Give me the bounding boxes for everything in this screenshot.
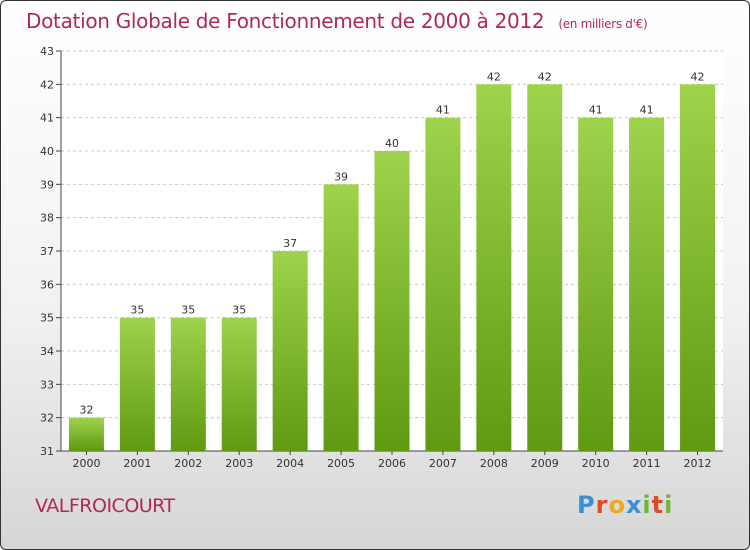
y-tick-label: 38 xyxy=(40,212,54,225)
bar xyxy=(221,317,257,451)
x-tick-label: 2003 xyxy=(225,457,253,470)
data-label: 42 xyxy=(691,70,705,83)
x-tick-label: 2006 xyxy=(378,457,406,470)
bar xyxy=(425,117,461,452)
y-tick-label: 39 xyxy=(40,178,54,191)
bar xyxy=(272,251,308,451)
commune-name: VALFROICOURT xyxy=(35,495,175,517)
bar xyxy=(119,317,155,451)
bar xyxy=(374,151,410,451)
data-label: 35 xyxy=(232,304,246,317)
bar xyxy=(476,84,512,451)
x-tick-label: 2011 xyxy=(633,457,661,470)
logo-letter: i xyxy=(642,491,652,519)
x-tick-label: 2005 xyxy=(327,457,355,470)
logo-letter: P xyxy=(577,491,596,519)
y-tick-label: 32 xyxy=(40,412,54,425)
logo-letter: i xyxy=(664,491,674,519)
logo-letter: x xyxy=(625,491,643,519)
x-tick-label: 2000 xyxy=(72,457,100,470)
bar xyxy=(527,84,563,451)
chart-title: Dotation Globale de Fonctionnement de 20… xyxy=(26,9,648,33)
y-tick-label: 43 xyxy=(40,45,54,58)
unit-label: (en milliers d'€) xyxy=(558,17,648,31)
y-tick-label: 35 xyxy=(40,312,54,325)
x-tick-label: 2002 xyxy=(174,457,202,470)
x-tick-label: 2008 xyxy=(480,457,508,470)
y-tick-label: 41 xyxy=(40,112,54,125)
data-label: 37 xyxy=(283,237,297,250)
data-label: 42 xyxy=(538,70,552,83)
y-tick-label: 31 xyxy=(40,445,54,458)
y-tick-label: 37 xyxy=(40,245,54,258)
data-label: 32 xyxy=(79,404,93,417)
logo-letter: o xyxy=(608,491,626,519)
x-tick-label: 2004 xyxy=(276,457,304,470)
bar xyxy=(578,117,614,452)
y-tick-label: 34 xyxy=(40,345,54,358)
data-label: 41 xyxy=(640,104,654,117)
bar xyxy=(680,84,716,451)
y-tick-label: 42 xyxy=(40,78,54,91)
bar xyxy=(323,184,359,452)
x-tick-label: 2007 xyxy=(429,457,457,470)
bar xyxy=(629,117,665,452)
logo-letter: r xyxy=(595,491,609,519)
data-label: 42 xyxy=(487,70,501,83)
x-tick-label: 2001 xyxy=(123,457,151,470)
y-tick-label: 40 xyxy=(40,145,54,158)
bar xyxy=(68,417,104,451)
proxiti-logo: Proxiti xyxy=(577,491,673,519)
x-tick-label: 2009 xyxy=(531,457,559,470)
bar xyxy=(170,317,206,451)
data-label: 41 xyxy=(589,104,603,117)
x-tick-label: 2012 xyxy=(684,457,712,470)
x-tick-label: 2010 xyxy=(582,457,610,470)
logo-letter: t xyxy=(651,491,665,519)
data-label: 35 xyxy=(181,304,195,317)
data-label: 40 xyxy=(385,137,399,150)
y-tick-label: 36 xyxy=(40,278,54,291)
data-label: 41 xyxy=(436,104,450,117)
data-label: 35 xyxy=(130,304,144,317)
y-tick-label: 33 xyxy=(40,378,54,391)
data-label: 39 xyxy=(334,170,348,183)
